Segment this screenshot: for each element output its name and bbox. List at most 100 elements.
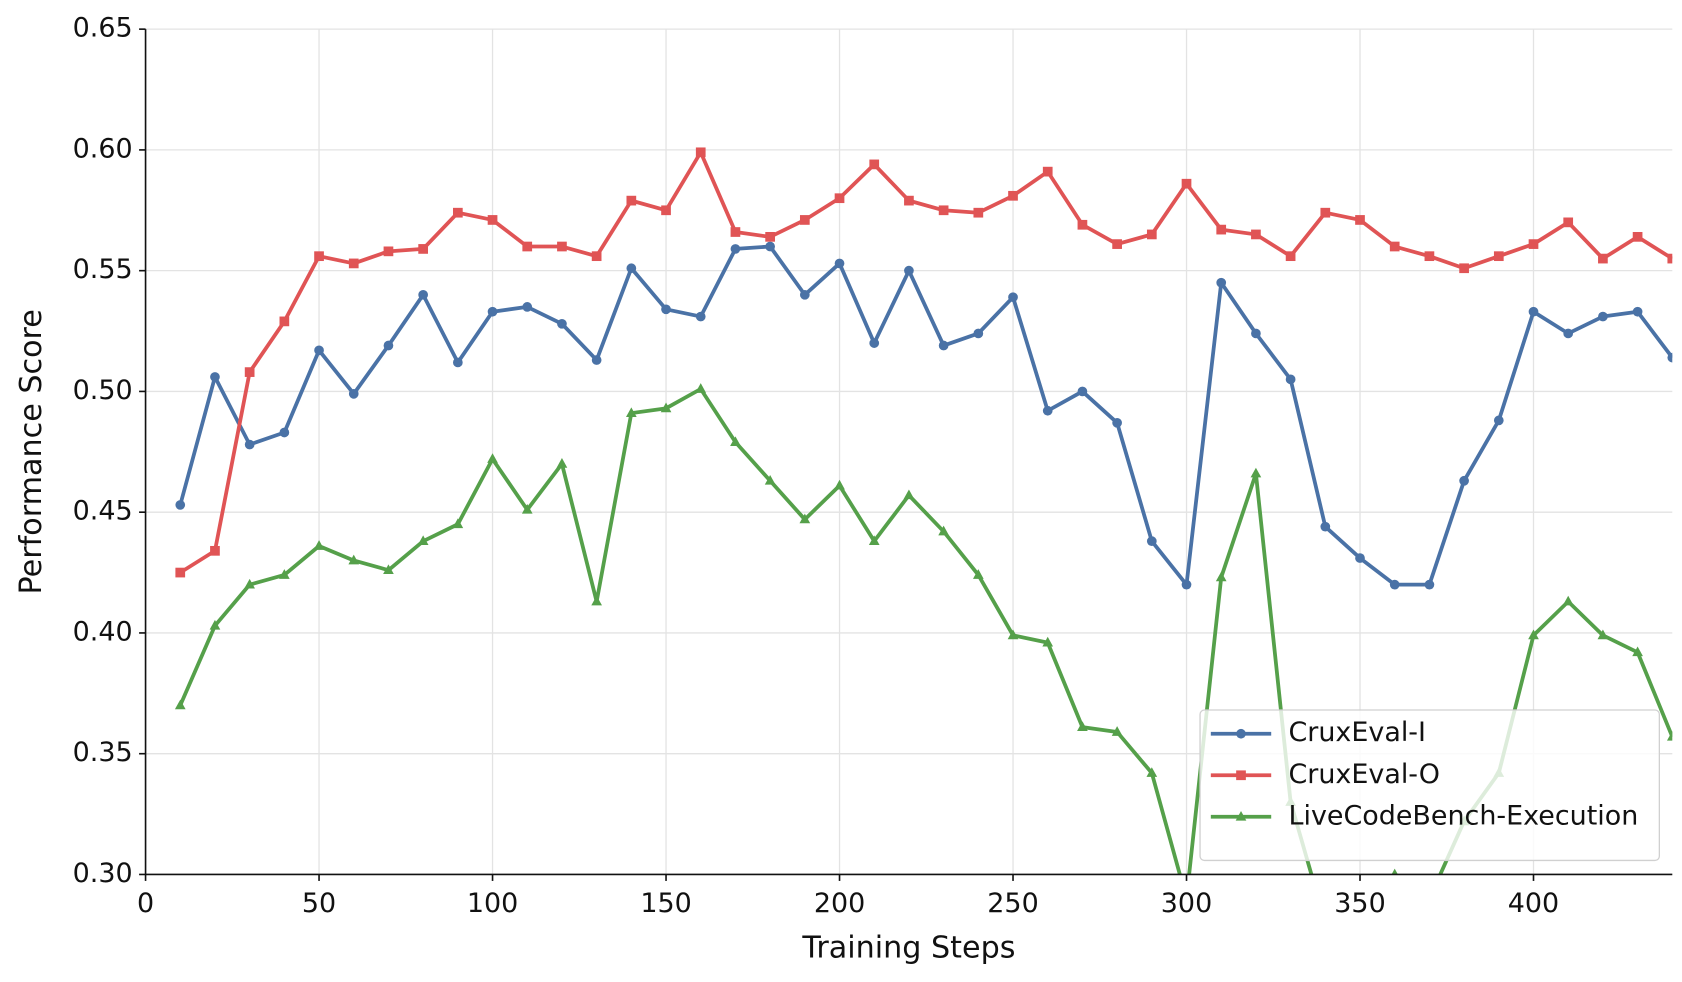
marker xyxy=(383,246,394,257)
marker xyxy=(522,241,533,252)
marker xyxy=(1667,352,1673,363)
marker xyxy=(938,205,949,216)
y-tick-label: 0.65 xyxy=(73,13,133,44)
marker xyxy=(244,367,255,377)
marker xyxy=(556,458,568,468)
x-tick-label: 0 xyxy=(137,888,154,919)
marker xyxy=(487,453,498,463)
marker xyxy=(1251,328,1261,339)
marker xyxy=(869,338,880,348)
marker xyxy=(1459,263,1469,274)
marker xyxy=(313,540,325,550)
marker xyxy=(348,258,359,269)
marker xyxy=(1215,571,1227,582)
marker xyxy=(279,427,290,438)
marker xyxy=(383,564,394,575)
marker xyxy=(1667,253,1673,264)
line xyxy=(178,387,1673,875)
marker xyxy=(1077,219,1088,230)
marker xyxy=(1320,917,1331,927)
y-tick-label: 0.60 xyxy=(73,133,133,164)
marker xyxy=(1528,629,1539,640)
marker xyxy=(1285,374,1296,385)
marker xyxy=(1235,810,1247,821)
marker xyxy=(417,535,429,546)
marker xyxy=(418,289,428,300)
marker xyxy=(904,195,914,206)
marker xyxy=(661,205,671,216)
marker xyxy=(557,241,567,252)
marker xyxy=(244,578,255,589)
marker xyxy=(730,436,741,447)
marker xyxy=(1389,241,1400,252)
marker xyxy=(626,195,637,206)
marker xyxy=(869,159,880,170)
marker xyxy=(314,345,324,356)
marker xyxy=(1493,251,1504,262)
y-tick-label: 0.40 xyxy=(73,616,133,647)
marker xyxy=(348,554,360,565)
x-tick-label: 150 xyxy=(640,888,691,919)
marker xyxy=(1320,207,1331,218)
marker xyxy=(1146,536,1157,547)
marker xyxy=(1112,417,1122,428)
marker xyxy=(626,407,637,418)
x-tick-label: 350 xyxy=(1334,888,1385,919)
marker xyxy=(1216,277,1227,288)
marker xyxy=(521,503,533,514)
marker xyxy=(1146,229,1157,240)
marker xyxy=(730,244,741,254)
marker xyxy=(175,567,186,578)
x-axis-label: Training Steps xyxy=(801,930,1015,965)
x-tick-label: 300 xyxy=(1161,888,1212,919)
marker xyxy=(799,215,810,225)
legend-label: LiveCodeBench-Execution xyxy=(1288,800,1638,831)
marker xyxy=(1598,253,1608,264)
marker xyxy=(209,619,221,630)
plot-area xyxy=(174,147,1673,927)
marker xyxy=(904,265,914,276)
marker xyxy=(175,500,186,510)
y-tick-label: 0.30 xyxy=(73,858,133,889)
marker xyxy=(452,518,464,529)
legend: CruxEval-I CruxEval-O LiveCodeBench-Execut… xyxy=(1199,709,1661,862)
marker xyxy=(1632,231,1643,242)
marker xyxy=(903,489,915,500)
x-tick-label: 250 xyxy=(987,888,1038,919)
legend-label: CruxEval-I xyxy=(1288,717,1426,748)
marker xyxy=(487,215,498,225)
marker xyxy=(1042,405,1053,416)
marker xyxy=(1077,386,1088,397)
marker xyxy=(279,569,290,579)
marker xyxy=(1632,306,1643,317)
marker xyxy=(557,318,567,329)
marker xyxy=(1424,893,1435,903)
marker xyxy=(348,388,359,399)
marker xyxy=(1493,415,1504,426)
y-tick-label: 0.35 xyxy=(73,737,133,768)
marker xyxy=(1236,770,1246,781)
marker xyxy=(1320,521,1331,532)
marker xyxy=(487,306,498,317)
marker xyxy=(1563,217,1574,228)
marker xyxy=(765,231,775,242)
marker xyxy=(1181,178,1192,189)
x-tick-label: 50 xyxy=(302,888,336,919)
legend-box xyxy=(1199,709,1661,862)
marker xyxy=(1459,475,1469,486)
marker xyxy=(452,207,463,218)
marker xyxy=(1042,166,1053,177)
marker xyxy=(1355,553,1365,563)
marker xyxy=(452,357,463,368)
marker xyxy=(591,355,602,365)
marker xyxy=(1355,215,1365,225)
marker xyxy=(1424,579,1435,590)
marker xyxy=(1251,229,1261,240)
marker xyxy=(695,147,706,158)
marker xyxy=(210,545,220,556)
y-axis-label: Performance Score xyxy=(14,309,49,594)
marker xyxy=(626,263,637,274)
marker xyxy=(973,207,984,218)
marker xyxy=(799,513,811,524)
y-tick-label: 0.45 xyxy=(73,496,133,527)
